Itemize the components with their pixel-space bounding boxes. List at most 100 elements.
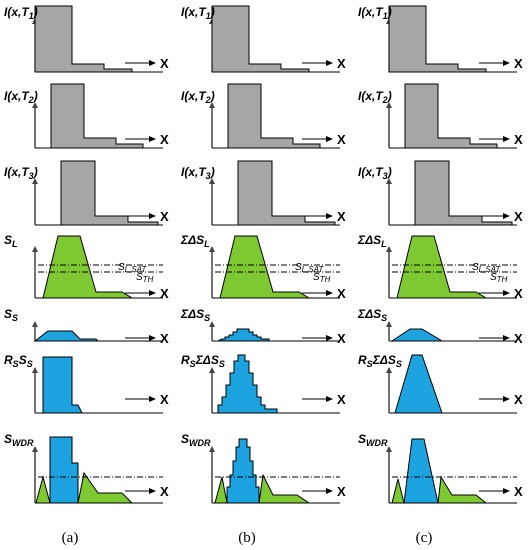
sat-label: SL,SAT — [295, 262, 324, 274]
intensity-panel: X I(x,T2) — [358, 83, 523, 149]
panel-label: ΣΔSS — [357, 307, 387, 323]
x-arrow-head — [149, 488, 156, 494]
panel-label: I(x,T2) — [4, 89, 38, 105]
x-arrow-head — [503, 335, 510, 341]
x-axis-label: X — [514, 132, 523, 147]
short-signal-panel: X ΣΔSS — [180, 307, 346, 346]
x-arrow-head — [503, 136, 510, 142]
y-axis-arrow — [209, 321, 215, 327]
y-axis-arrow — [386, 178, 392, 184]
th-label: STH — [490, 272, 508, 284]
panel-label: I(x,T2) — [181, 89, 215, 105]
panel-label: SWDR — [358, 432, 388, 448]
wdr-long-right — [258, 473, 311, 504]
x-axis-label: X — [337, 286, 346, 301]
y-axis-arrow — [386, 321, 392, 327]
x-arrow-head — [149, 335, 156, 341]
x-axis-label: X — [160, 331, 169, 346]
wdr-long-left — [214, 476, 228, 504]
scaled-short-signal — [394, 354, 443, 414]
x-arrow-head — [326, 213, 333, 219]
y-axis-arrow — [32, 446, 38, 452]
y-axis-arrow — [209, 446, 215, 452]
panel-label: ΣΔSS — [180, 307, 210, 323]
intensity-profile — [35, 160, 159, 226]
x-arrow-head — [503, 60, 510, 66]
x-axis-label: X — [160, 132, 169, 147]
x-axis-label: X — [160, 56, 169, 71]
x-arrow-head — [503, 396, 510, 402]
panel-label: SWDR — [4, 432, 34, 448]
x-arrow-head — [326, 290, 333, 296]
panel-label: RSSS — [4, 353, 33, 369]
short-signal-panel: X ΣΔSS — [357, 307, 523, 346]
column-caption: (a) — [62, 530, 79, 546]
x-axis-label: X — [514, 484, 523, 499]
short-signal-panel: X SS — [4, 307, 169, 346]
intensity-profile — [211, 5, 310, 73]
panel-label: I(x,T1) — [181, 5, 215, 21]
wdr-long-left — [35, 475, 51, 504]
x-arrow-head — [149, 213, 156, 219]
panel-label: SL — [4, 233, 18, 249]
intensity-panel: X I(x,T1) — [358, 5, 523, 73]
panel-label: I(x,T3) — [358, 165, 392, 181]
panel-label: ΣΔSL — [180, 233, 210, 249]
column-caption: (b) — [238, 530, 256, 546]
x-arrow-head — [326, 136, 333, 142]
x-axis-label: X — [514, 56, 523, 71]
panel-label: SS — [4, 307, 18, 323]
x-axis-label: X — [160, 286, 169, 301]
wdr-short-center — [403, 438, 439, 504]
x-axis-label: X — [337, 132, 346, 147]
x-axis-label: X — [514, 331, 523, 346]
column-caption: (c) — [416, 530, 433, 546]
x-arrow-head — [149, 60, 156, 66]
intensity-profile — [389, 83, 498, 149]
panel-label: I(x,T2) — [358, 89, 392, 105]
panel-label: I(x,T1) — [4, 5, 38, 21]
y-axis-arrow — [32, 246, 38, 252]
y-axis-arrow — [386, 102, 392, 108]
intensity-panel: X I(x,T2) — [4, 83, 169, 149]
column-a: XI(x,T1)XI(x,T2)XI(x,T3)SL,SATSTHXSLXSSX… — [4, 5, 169, 546]
x-axis-label: X — [337, 56, 346, 71]
wdr-panel: X SWDR — [358, 432, 523, 504]
scaled-short-panel: X RSSS — [4, 353, 169, 414]
y-axis-arrow — [386, 246, 392, 252]
scaled-short-signal — [217, 354, 278, 414]
panel-label: I(x,T3) — [181, 165, 215, 181]
y-axis-arrow — [386, 446, 392, 452]
wdr-short-center — [49, 436, 79, 504]
x-arrow-head — [149, 396, 156, 402]
panel-label: I(x,T3) — [4, 165, 38, 181]
wdr-long-right — [77, 471, 134, 504]
y-axis-arrow — [209, 367, 215, 373]
intensity-profile — [34, 5, 133, 73]
wdr-short-center — [226, 438, 260, 504]
intensity-panel: X I(x,T3) — [4, 160, 169, 226]
x-axis-label: X — [514, 209, 523, 224]
intensity-profile — [212, 160, 336, 226]
short-signal — [33, 330, 100, 342]
x-arrow-head — [149, 290, 156, 296]
intensity-profile — [389, 160, 513, 226]
y-axis-arrow — [32, 367, 38, 373]
x-arrow-head — [503, 488, 510, 494]
x-axis-label: X — [337, 392, 346, 407]
wdr-panel: X SWDR — [181, 432, 346, 504]
y-axis-arrow — [209, 178, 215, 184]
intensity-panel: X I(x,T1) — [4, 5, 169, 73]
intensity-panel: X I(x,T3) — [358, 160, 523, 226]
x-axis-label: X — [514, 286, 523, 301]
y-axis-arrow — [32, 178, 38, 184]
x-axis-label: X — [337, 484, 346, 499]
wdr-long-left — [391, 478, 405, 504]
scaled-short-signal — [42, 356, 83, 414]
th-label: STH — [136, 272, 154, 284]
x-axis-label: X — [160, 392, 169, 407]
